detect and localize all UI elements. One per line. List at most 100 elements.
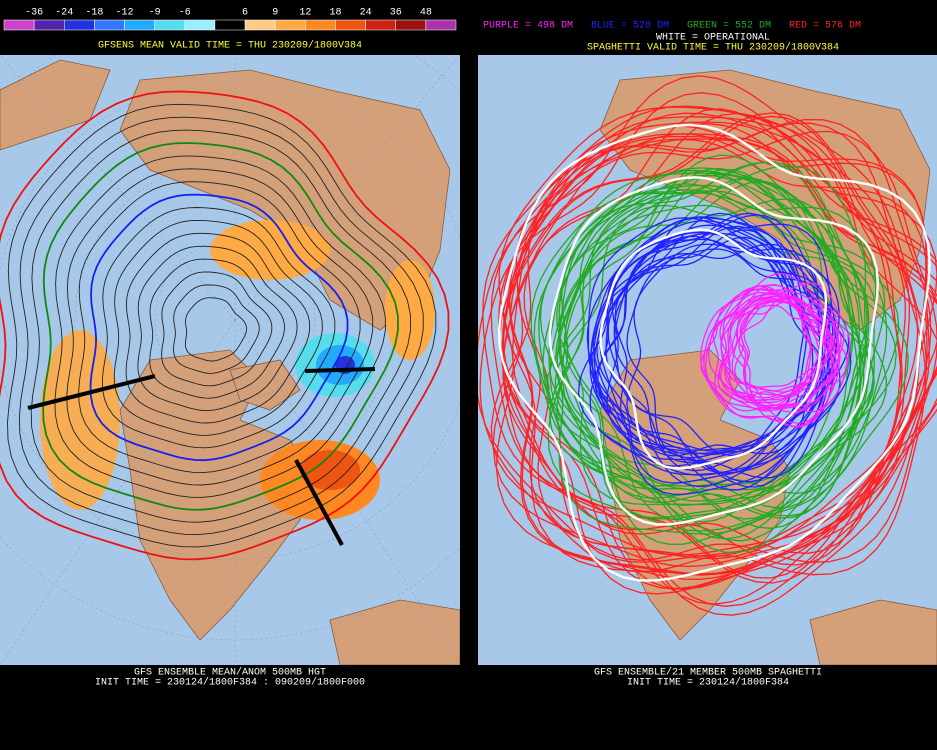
ensemble-member [542, 154, 870, 519]
colorbar-label: 6 [242, 8, 248, 19]
ensemble-member [490, 112, 937, 556]
ensemble-member [547, 169, 909, 532]
colorbar-label: -9 [149, 8, 161, 19]
colorbar-label: -6 [179, 8, 191, 19]
ensemble-member [587, 217, 838, 488]
colorbar-swatch [64, 19, 95, 31]
colorbar-swatch [274, 19, 306, 31]
contour [78, 181, 361, 474]
right-map [478, 55, 937, 665]
ensemble-member [589, 216, 852, 476]
ensemble-member [740, 295, 842, 397]
ensemble-member [538, 165, 888, 554]
ensemble-member [613, 243, 821, 473]
ensemble-member [607, 229, 805, 457]
ensemble-member [516, 116, 937, 560]
left-title: GFSENS MEAN VALID TIME = THU 230209/1800… [98, 40, 362, 52]
contour [7, 103, 437, 548]
legend-entry: GREEN = 552 DM [687, 21, 771, 32]
colorbar-label: 18 [329, 8, 341, 19]
colorbar-swatch [214, 19, 246, 31]
colorbar-label: 24 [360, 8, 372, 19]
ensemble-member [482, 122, 919, 605]
contour [149, 258, 285, 399]
operational-run [497, 123, 931, 582]
legend-entry: RED = 576 DM [789, 21, 861, 32]
colorbar-label: 36 [390, 8, 402, 19]
ensemble-member [720, 291, 841, 410]
ensemble-member [492, 105, 937, 568]
colorbar-swatch [124, 19, 155, 31]
contour [0, 90, 450, 561]
legend-entry: BLUE = 528 DM [591, 21, 669, 32]
ensemble-member [596, 238, 831, 484]
ensemble-member [700, 272, 840, 428]
ensemble-member [478, 75, 927, 563]
operational-run [599, 228, 828, 470]
colorbar-label: 9 [272, 8, 278, 19]
contour [173, 284, 260, 374]
ensemble-member [700, 289, 820, 404]
colorbar-swatch [184, 19, 216, 31]
left-footer: GFS ENSEMBLE MEAN/ANOM 500MB HGT [134, 667, 326, 679]
ensemble-member [556, 168, 859, 509]
ensemble-member [512, 133, 930, 590]
left-footer: INIT TIME = 230124/1800F384 : 090209/180… [95, 677, 365, 689]
ensemble-member [614, 231, 836, 456]
legend-entry: PURPLE = 498 DM [483, 21, 573, 32]
colorbar-label: 48 [420, 8, 432, 19]
spaghetti-legend: PURPLE = 498 DM BLUE = 528 DM GREEN = 552 … [483, 21, 861, 32]
ensemble-member [479, 92, 927, 576]
left-map [0, 55, 460, 665]
operational-label: WHITE = OPERATIONAL [656, 33, 770, 44]
contour [66, 168, 374, 486]
trough-axes [27, 367, 376, 546]
contour [30, 129, 412, 523]
colorbar-swatch [154, 19, 186, 31]
colorbar-swatch [305, 19, 336, 31]
ensemble-member [508, 133, 937, 575]
contour [101, 207, 336, 449]
contour [113, 219, 323, 436]
colorbar-swatch [365, 19, 396, 31]
height-contours [0, 90, 450, 561]
ensemble-member [510, 123, 937, 563]
ensemble-member [549, 192, 875, 506]
colorbar-label: 12 [299, 8, 311, 19]
contour [184, 297, 247, 362]
contour [42, 142, 399, 511]
ensemble-member [735, 295, 828, 388]
colorbar-swatch [33, 19, 65, 31]
ensemble-member [708, 285, 812, 398]
colorbar-swatch [425, 19, 457, 31]
land [0, 59, 460, 665]
ensemble-member [606, 217, 850, 463]
colorbar-swatch [335, 19, 366, 31]
ensemble-member [599, 236, 808, 475]
colorbar-label: -36 [25, 8, 43, 19]
contour [161, 271, 273, 387]
contour [54, 155, 386, 498]
colorbar: -36 -24 -18 -12 -9 -6 6 9 12 18 24 36 48 [3, 8, 457, 31]
right-footer: INIT TIME = 230124/1800F384 [627, 677, 789, 689]
ensemble-member [712, 288, 833, 411]
colorbar-swatch [244, 19, 276, 31]
contour [18, 116, 424, 536]
ensemble-member [530, 161, 868, 540]
ensemble-member [705, 283, 833, 424]
ensemble-member [586, 214, 834, 491]
operational-run [548, 176, 880, 526]
colorbar-label: -18 [85, 8, 103, 19]
contour [137, 245, 298, 412]
right-footer: GFS ENSEMBLE/21 MEMBER 500MB SPAGHETTI [594, 667, 822, 679]
spaghetti-lines [478, 75, 937, 616]
colorbar-swatch [3, 19, 35, 31]
contour [125, 232, 311, 424]
colorbar-swatch [395, 19, 427, 31]
ensemble-member [548, 188, 877, 545]
contour [89, 193, 349, 462]
ensemble-member [626, 243, 837, 452]
